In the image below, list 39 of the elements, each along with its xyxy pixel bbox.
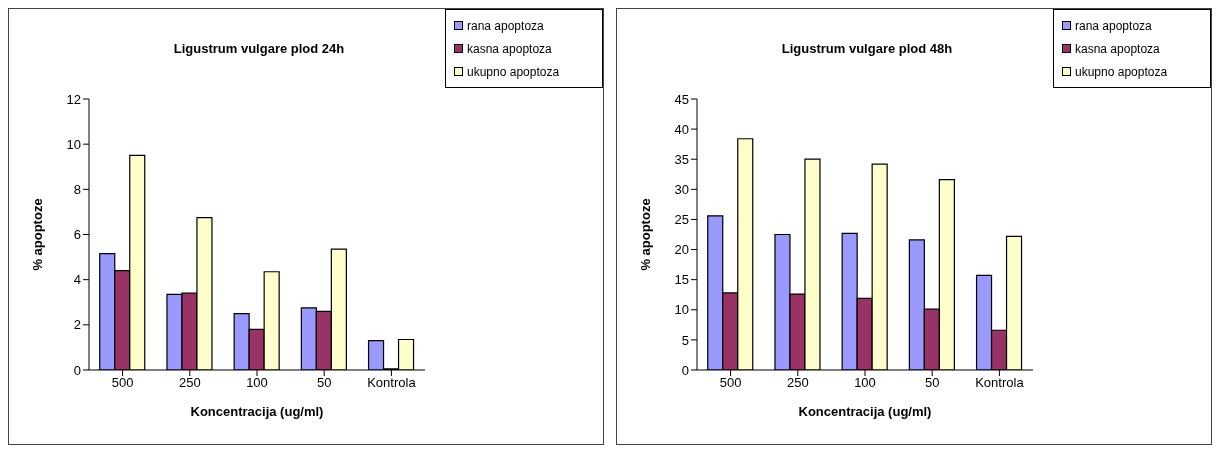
y-tick-label: 6 xyxy=(73,227,81,243)
y-tick-label: 2 xyxy=(73,317,81,333)
y-tick-label: 5 xyxy=(681,332,689,348)
legend-label: rana apoptoza xyxy=(1075,18,1152,33)
y-tick-label: 40 xyxy=(674,121,689,137)
y-tick-label: 4 xyxy=(73,272,81,288)
y-tick-label: 0 xyxy=(681,362,689,378)
x-axis-title: Koncentracija (ug/ml) xyxy=(190,404,324,419)
legend-label: ukupno apoptoza xyxy=(467,64,560,79)
x-tick-label: 500 xyxy=(719,375,742,391)
y-axis-title: % apoptoze xyxy=(637,198,653,271)
y-tick-label: 12 xyxy=(66,91,81,107)
chart-title: Ligustrum vulgare plod 24h xyxy=(173,41,345,56)
chart-title: Ligustrum vulgare plod 48h xyxy=(781,41,953,56)
legend-label: kasna apoptoza xyxy=(1075,41,1160,56)
x-tick-label: 100 xyxy=(246,375,268,391)
x-tick-label: 250 xyxy=(786,375,809,391)
y-tick-label: 45 xyxy=(674,91,689,107)
x-tick-label: 50 xyxy=(924,375,940,391)
y-tick-label: 10 xyxy=(66,136,81,152)
x-tick-label: 100 xyxy=(854,375,876,391)
y-tick-label: 20 xyxy=(674,242,689,258)
x-axis-title: Koncentracija (ug/ml) xyxy=(798,404,932,419)
legend-label: ukupno apoptoza xyxy=(1075,64,1168,79)
y-tick-label: 30 xyxy=(674,181,689,197)
x-tick-label: Kontrola xyxy=(975,375,1025,391)
legend-label: kasna apoptoza xyxy=(467,41,552,56)
y-tick-label: 8 xyxy=(73,181,81,197)
y-tick-label: 25 xyxy=(674,212,689,228)
x-tick-label: 50 xyxy=(316,375,332,391)
x-tick-label: 250 xyxy=(178,375,201,391)
y-tick-label: 10 xyxy=(674,302,689,318)
legend-label: rana apoptoza xyxy=(467,18,544,33)
y-axis-title: % apoptoze xyxy=(29,198,45,271)
y-tick-label: 0 xyxy=(73,362,81,378)
x-tick-label: 500 xyxy=(111,375,134,391)
y-tick-label: 35 xyxy=(674,151,689,167)
x-tick-label: Kontrola xyxy=(367,375,417,391)
y-tick-label: 15 xyxy=(674,272,689,288)
